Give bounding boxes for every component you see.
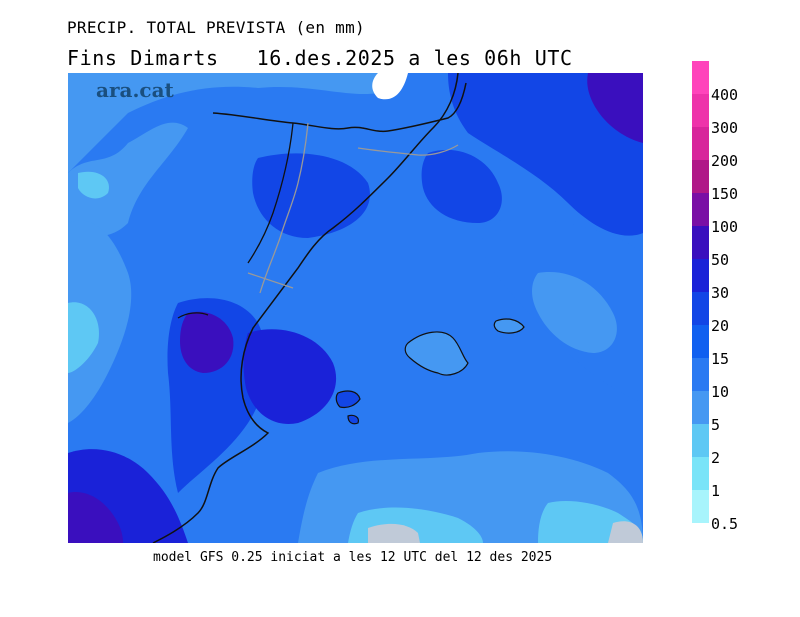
legend-label: 20 bbox=[711, 317, 730, 335]
island-formentera bbox=[347, 414, 359, 425]
precip-zone-east-light bbox=[532, 272, 617, 353]
legend-label: 300 bbox=[711, 119, 739, 137]
chart-subtitle: Fins Dimarts 16.des.2025 a les 06h UTC bbox=[67, 46, 573, 70]
legend-color-box bbox=[692, 193, 709, 226]
precip-zone-west-upper bbox=[68, 122, 188, 243]
legend-label: 1 bbox=[711, 482, 721, 500]
model-info: model GFS 0.25 iniciat a les 12 UTC del … bbox=[153, 550, 553, 565]
aragon-border bbox=[247, 122, 294, 264]
precip-zone-se-dry bbox=[608, 521, 643, 543]
legend-label: 30 bbox=[711, 284, 730, 302]
legend-label: 10 bbox=[711, 383, 730, 401]
precip-zone-catalonia-core bbox=[252, 153, 370, 238]
legend-label: 2 bbox=[711, 449, 721, 467]
legend-label: 200 bbox=[711, 152, 739, 170]
legend-color-box bbox=[692, 259, 709, 292]
legend-label: 400 bbox=[711, 86, 739, 104]
precip-zone-ne-max bbox=[587, 73, 643, 143]
legend-label: 15 bbox=[711, 350, 730, 368]
pyrenees-border bbox=[212, 82, 467, 133]
precip-legend: 400 300 200 150 100 50 30 20 15 10 5 2 1 0.5 bbox=[692, 61, 752, 532]
admin-border-catalonia-valencia bbox=[247, 272, 294, 289]
precip-zone-sw-max bbox=[68, 492, 123, 543]
legend-color-box bbox=[692, 391, 709, 424]
legend-color-box bbox=[692, 61, 709, 94]
legend-color-box bbox=[692, 160, 709, 193]
legend-label: 0.5 bbox=[711, 515, 739, 533]
legend-label: 50 bbox=[711, 251, 730, 269]
legend-color-box bbox=[692, 325, 709, 358]
brand-logo: ara.cat bbox=[96, 78, 174, 102]
precipitation-map bbox=[68, 73, 643, 543]
precip-zone-west-light bbox=[68, 302, 99, 373]
legend-label: 100 bbox=[711, 218, 739, 236]
precip-zone-coast-ne bbox=[421, 149, 502, 223]
map-gap-north bbox=[372, 73, 408, 100]
island-menorca bbox=[493, 318, 525, 334]
legend-label: 150 bbox=[711, 185, 739, 203]
legend-color-box bbox=[692, 292, 709, 325]
precip-zone-ne-strong bbox=[448, 73, 643, 236]
legend-color-box bbox=[692, 424, 709, 457]
precip-zone-nw-light bbox=[78, 171, 109, 199]
precip-zone-west-mid bbox=[68, 220, 132, 423]
legend-color-box bbox=[692, 226, 709, 259]
mediterranean-coastline bbox=[152, 73, 459, 543]
admin-border-north bbox=[357, 144, 459, 156]
precip-zone-south-dry bbox=[368, 523, 420, 543]
precip-zone-valencia-max bbox=[180, 311, 234, 373]
legend-color-box bbox=[692, 358, 709, 391]
legend-color-box bbox=[692, 490, 709, 523]
map-canvas bbox=[68, 73, 643, 543]
legend-label: 5 bbox=[711, 416, 721, 434]
island-mallorca bbox=[404, 331, 469, 376]
legend-color-box bbox=[692, 127, 709, 160]
admin-border-catalonia-aragon bbox=[259, 122, 309, 294]
island-eivissa bbox=[335, 390, 361, 409]
chart-title: PRECIP. TOTAL PREVISTA (en mm) bbox=[67, 18, 365, 37]
valencia-inland-border bbox=[177, 312, 209, 319]
precip-zone-valencia-gulf bbox=[243, 329, 337, 424]
legend-color-box bbox=[692, 457, 709, 490]
legend-color-box bbox=[692, 94, 709, 127]
